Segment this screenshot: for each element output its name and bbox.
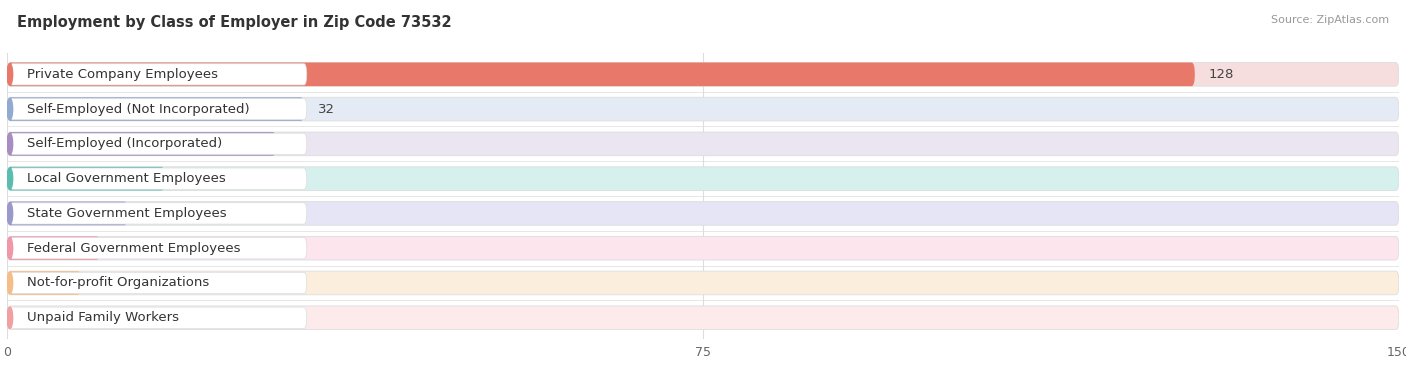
- FancyBboxPatch shape: [7, 167, 165, 190]
- FancyBboxPatch shape: [7, 236, 1399, 260]
- Circle shape: [7, 133, 13, 155]
- FancyBboxPatch shape: [7, 63, 1399, 86]
- FancyBboxPatch shape: [7, 236, 100, 260]
- Text: Unpaid Family Workers: Unpaid Family Workers: [28, 311, 180, 324]
- FancyBboxPatch shape: [7, 63, 1195, 86]
- FancyBboxPatch shape: [10, 272, 307, 294]
- Circle shape: [7, 238, 13, 259]
- Text: Not-for-profit Organizations: Not-for-profit Organizations: [28, 276, 209, 290]
- FancyBboxPatch shape: [10, 203, 307, 224]
- FancyBboxPatch shape: [7, 306, 1399, 329]
- Text: Employment by Class of Employer in Zip Code 73532: Employment by Class of Employer in Zip C…: [17, 15, 451, 30]
- Circle shape: [7, 168, 13, 189]
- Text: Self-Employed (Incorporated): Self-Employed (Incorporated): [28, 137, 222, 150]
- FancyBboxPatch shape: [7, 167, 1399, 190]
- FancyBboxPatch shape: [7, 202, 1399, 225]
- FancyBboxPatch shape: [7, 202, 128, 225]
- Text: 8: 8: [96, 276, 104, 290]
- FancyBboxPatch shape: [7, 97, 1399, 121]
- Text: Federal Government Employees: Federal Government Employees: [28, 242, 240, 255]
- FancyBboxPatch shape: [10, 133, 307, 155]
- Text: 29: 29: [290, 137, 307, 150]
- Text: Private Company Employees: Private Company Employees: [28, 68, 218, 81]
- Circle shape: [7, 98, 13, 120]
- Circle shape: [7, 203, 13, 224]
- FancyBboxPatch shape: [10, 64, 307, 85]
- FancyBboxPatch shape: [7, 271, 82, 295]
- Text: State Government Employees: State Government Employees: [28, 207, 228, 220]
- FancyBboxPatch shape: [7, 97, 304, 121]
- Text: Source: ZipAtlas.com: Source: ZipAtlas.com: [1271, 15, 1389, 25]
- Circle shape: [7, 64, 13, 85]
- FancyBboxPatch shape: [10, 168, 307, 189]
- FancyBboxPatch shape: [10, 307, 307, 328]
- Text: 17: 17: [179, 172, 195, 185]
- Text: 0: 0: [21, 311, 30, 324]
- Text: 13: 13: [142, 207, 159, 220]
- Circle shape: [7, 307, 13, 328]
- Text: Self-Employed (Not Incorporated): Self-Employed (Not Incorporated): [28, 103, 250, 116]
- FancyBboxPatch shape: [7, 132, 1399, 156]
- Text: 10: 10: [114, 242, 131, 255]
- Text: 32: 32: [318, 103, 335, 116]
- FancyBboxPatch shape: [10, 238, 307, 259]
- FancyBboxPatch shape: [7, 132, 276, 156]
- FancyBboxPatch shape: [7, 271, 1399, 295]
- Circle shape: [7, 272, 13, 294]
- Text: 128: 128: [1209, 68, 1234, 81]
- FancyBboxPatch shape: [10, 98, 307, 120]
- Text: Local Government Employees: Local Government Employees: [28, 172, 226, 185]
